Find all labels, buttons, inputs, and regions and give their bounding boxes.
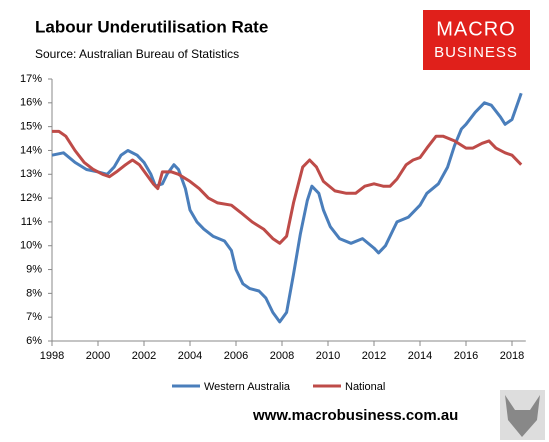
x-tick-label: 2004 — [178, 350, 202, 362]
x-tick-label: 2006 — [224, 350, 248, 362]
series-line — [51, 92, 523, 324]
y-tick-label: 8% — [26, 287, 42, 299]
chart-subtitle: Source: Australian Bureau of Statistics — [35, 47, 239, 61]
y-tick-label: 11% — [21, 216, 42, 228]
y-tick-label: 17% — [20, 73, 42, 85]
legend-label: Western Australia — [204, 381, 291, 393]
x-tick-label: 2012 — [362, 350, 386, 362]
y-tick-label: 12% — [20, 192, 42, 204]
y-tick-label: 6% — [26, 335, 42, 347]
wolf-icon — [500, 390, 545, 440]
y-tick-label: 9% — [26, 263, 42, 275]
x-tick-label: 2010 — [316, 350, 340, 362]
footer-url: www.macrobusiness.com.au — [252, 407, 458, 424]
x-tick-label: 1998 — [40, 350, 64, 362]
x-tick-label: 2000 — [86, 350, 110, 362]
logo-box — [423, 10, 530, 70]
x-tick-label: 2018 — [500, 350, 524, 362]
chart-title: Labour Underutilisation Rate — [35, 17, 268, 36]
x-tick-label: 2014 — [408, 350, 432, 362]
y-tick-label: 7% — [26, 311, 42, 323]
y-tick-label: 16% — [20, 97, 42, 109]
x-tick-label: 2002 — [132, 350, 156, 362]
y-tick-label: 13% — [20, 168, 42, 180]
y-tick-label: 15% — [20, 121, 42, 133]
y-tick-label: 14% — [20, 144, 42, 156]
y-tick-label: 10% — [20, 240, 42, 252]
legend-label: National — [345, 381, 385, 393]
logo-text: BUSINESS — [434, 44, 518, 61]
x-tick-label: 2016 — [454, 350, 478, 362]
series-line — [52, 129, 523, 245]
x-tick-label: 2008 — [270, 350, 294, 362]
logo-text: MACRO — [436, 18, 515, 40]
